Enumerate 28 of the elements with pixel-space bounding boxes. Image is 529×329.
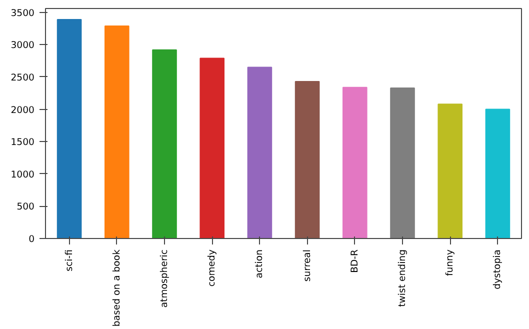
bar	[200, 58, 224, 238]
x-tick-label: BD-R	[349, 248, 360, 273]
x-tick-label: sci-fi	[64, 249, 75, 272]
y-tick-label: 3000	[10, 40, 35, 52]
x-tick-label: atmospheric	[159, 250, 170, 308]
bar	[438, 104, 462, 238]
y-tick-label: 500	[16, 202, 35, 213]
y-tick-label: 1500	[10, 137, 35, 148]
x-tick-label: twist ending	[397, 249, 408, 307]
bar	[56, 18, 82, 238]
y-tick-label: 2000	[10, 104, 35, 116]
x-tick-label: action	[254, 249, 266, 278]
bar	[342, 86, 368, 238]
bar	[485, 108, 510, 238]
x-tick-label: surreal	[302, 249, 313, 282]
x-tick-label: comedy	[206, 249, 218, 287]
y-tick-label: 0	[28, 234, 35, 245]
y-tick-label: 3500	[10, 8, 35, 19]
y-tick-label: 2500	[10, 72, 35, 84]
bar	[104, 25, 130, 238]
x-tick-label: dystopia	[492, 249, 504, 290]
bar	[247, 66, 272, 238]
x-tick-label: based on a book	[111, 248, 122, 327]
bar	[390, 87, 415, 238]
bar	[294, 81, 320, 238]
x-tick-label: funny	[444, 249, 456, 276]
bar	[152, 49, 177, 238]
y-tick-label: 1000	[10, 169, 35, 180]
